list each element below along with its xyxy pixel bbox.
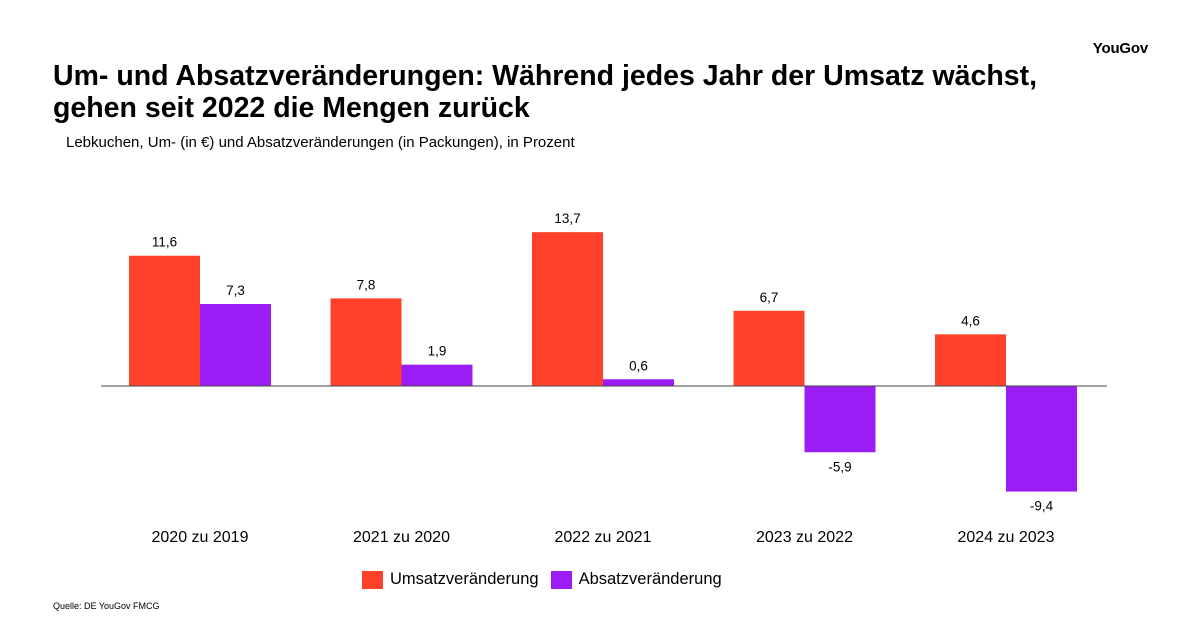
bar-absatz-1 [401, 364, 473, 386]
legend-swatch-umsatz [362, 570, 383, 589]
legend-item-absatz: Absatzveränderung [550, 570, 722, 589]
bar-absatz-4 [1006, 386, 1077, 492]
legend-label-absatz: Absatzveränderung [578, 570, 722, 588]
legend-swatch-absatz [550, 570, 572, 589]
bar-absatz-3 [804, 386, 876, 453]
bar-umsatz-0 [129, 255, 200, 386]
chart-title: Um- und Absatzveränderungen: Während jed… [53, 60, 1037, 124]
data-label-absatz-1: 1,9 [428, 344, 447, 359]
bar-umsatz-4 [935, 334, 1006, 386]
data-label-umsatz-0: 11,6 [152, 235, 177, 250]
legend: Umsatzveränderung Absatzveränderung [362, 570, 734, 589]
category-label-0: 2020 zu 2019 [152, 529, 249, 546]
data-label-umsatz-4: 4,6 [961, 313, 980, 328]
brand-logo: YouGov [1092, 40, 1148, 57]
bar-umsatz-2 [532, 232, 603, 386]
bar-absatz-0 [200, 304, 271, 386]
bar-absatz-2 [603, 379, 674, 386]
data-label-absatz-0: 7,3 [226, 283, 245, 298]
data-label-umsatz-1: 7,8 [357, 277, 376, 292]
category-label-4: 2024 zu 2023 [958, 529, 1055, 546]
source-note: Quelle: DE YouGov FMCG [53, 601, 160, 611]
category-label-2: 2022 zu 2021 [555, 529, 652, 546]
category-label-3: 2023 zu 2022 [756, 529, 853, 546]
data-label-absatz-3: -5,9 [828, 459, 851, 474]
legend-label-umsatz: Umsatzveränderung [390, 570, 539, 588]
data-label-umsatz-2: 13,7 [554, 211, 580, 226]
category-label-1: 2021 zu 2020 [353, 529, 450, 546]
data-label-absatz-2: 0,6 [629, 358, 648, 373]
legend-item-umsatz: Umsatzveränderung [362, 570, 539, 589]
chart-subtitle: Lebkuchen, Um- (in €) und Absatzveränder… [66, 134, 575, 151]
data-label-absatz-4: -9,4 [1030, 499, 1054, 514]
bar-umsatz-1 [330, 298, 402, 386]
bar-umsatz-3 [733, 310, 805, 386]
data-label-umsatz-3: 6,7 [760, 290, 779, 305]
